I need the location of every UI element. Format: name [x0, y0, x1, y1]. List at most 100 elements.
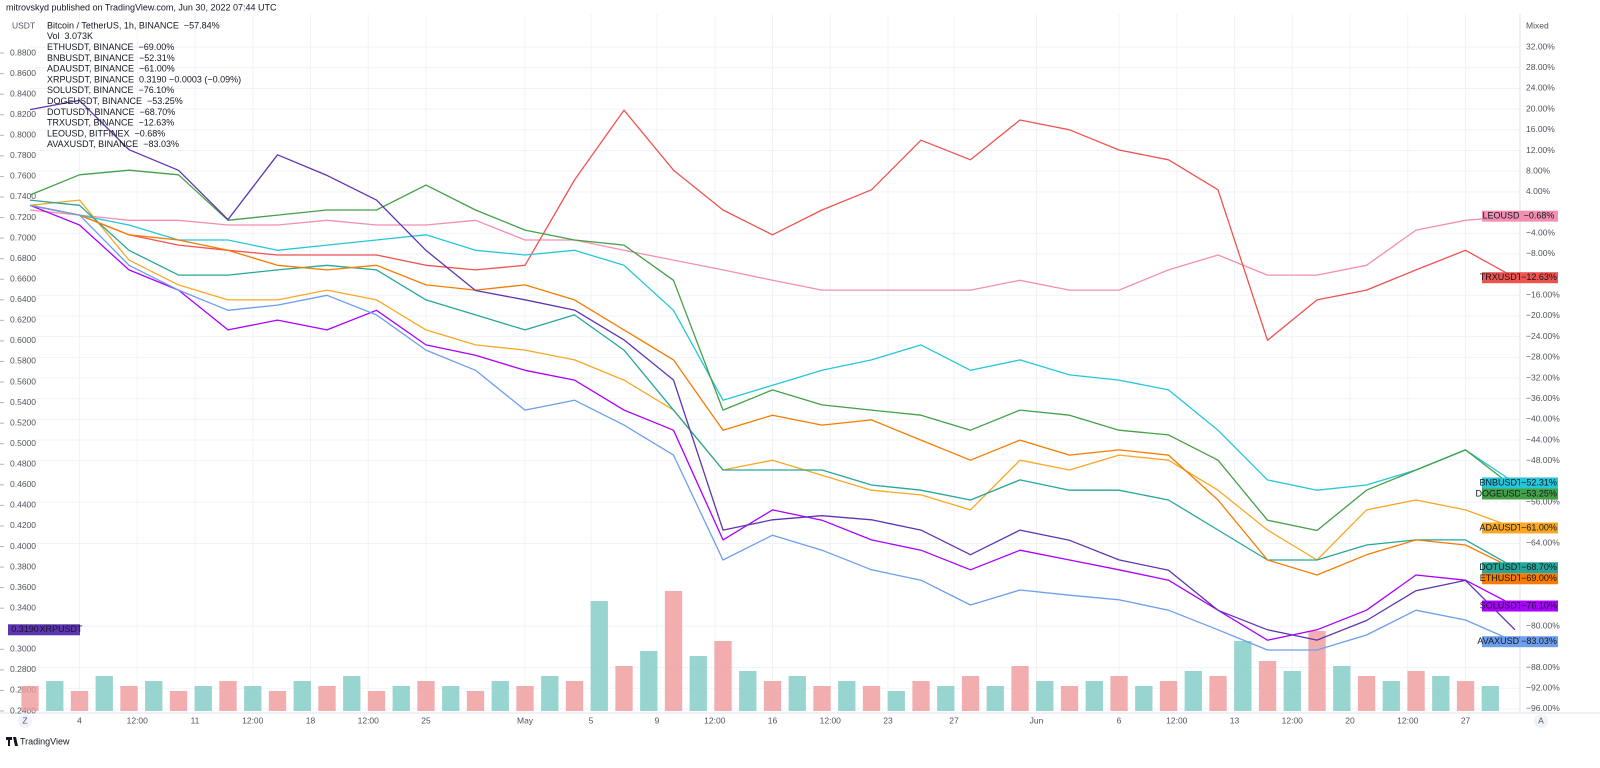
y2-tick-label: 16.00%	[1526, 124, 1555, 134]
auto-button[interactable]: A	[1534, 714, 1548, 728]
volume-bar	[714, 641, 732, 711]
zoom-button-label[interactable]: Z	[22, 715, 27, 725]
y-tick-label: 0.8400	[10, 88, 36, 98]
y2-tick-label: −64.00%	[1526, 538, 1560, 548]
y-tick-label: 0.4200	[10, 520, 36, 530]
y-tick-label: 0.4000	[10, 541, 36, 551]
volume-bar	[1333, 666, 1351, 711]
y-tick-label: 0.6200	[10, 315, 36, 325]
y2-tick-label: −56.00%	[1526, 496, 1560, 506]
volume-bar	[590, 601, 608, 711]
series-tag-value-bg	[8, 624, 42, 636]
series-line	[29, 204, 1516, 576]
zoom-button-bg[interactable]	[18, 714, 32, 728]
volume-bar	[95, 676, 113, 711]
x-tick-label: 6	[1117, 715, 1122, 725]
x-tick-label: 12:00	[127, 715, 149, 725]
volume-bar	[70, 691, 89, 711]
y-tick-label: 0.5800	[10, 356, 36, 366]
volume-bar	[689, 656, 707, 711]
volume-bar	[739, 671, 757, 711]
y-tick-label: 0.6800	[10, 253, 36, 263]
volume-bar	[46, 681, 64, 711]
series-tag-name: DOTUSDT	[1479, 562, 1523, 572]
y2-tick-label: −96.00%	[1526, 703, 1560, 713]
y2-tick-label: −20.00%	[1526, 310, 1560, 320]
series-tag-name: SOLUSDT	[1480, 600, 1523, 610]
series-tag-name: AVAXUSDT	[1477, 636, 1525, 646]
volume-bar	[417, 681, 435, 711]
series-tag-value-bg	[1520, 477, 1558, 489]
y2-tick-label: 12.00%	[1526, 145, 1555, 155]
y-tick-label: 0.7400	[10, 191, 36, 201]
volume-bar	[219, 681, 237, 711]
legend-value: −57.84%	[184, 20, 220, 30]
series-line	[29, 169, 1516, 532]
volume-bar	[442, 686, 460, 711]
series-tag-value: −52.31%	[1521, 477, 1557, 487]
x-tick-label: 18	[306, 715, 316, 725]
series-tag-value-bg	[1520, 562, 1558, 574]
y2-tick-label: 20.00%	[1526, 103, 1555, 113]
y-tick-label: 0.4600	[10, 479, 36, 489]
x-tick-label: 12:00	[242, 715, 264, 725]
volume-bar	[788, 676, 806, 711]
series-line	[29, 199, 1516, 561]
series-tag-value: −68.70%	[1521, 562, 1557, 572]
volume-bar	[1357, 676, 1376, 711]
series-tag-value-bg	[1520, 636, 1558, 648]
y-tick-label: 0.7200	[10, 212, 36, 222]
series-tag-value-bg	[1520, 522, 1558, 534]
x-tick-label: 27	[1461, 715, 1471, 725]
y2-tick-label: −80.00%	[1526, 620, 1560, 630]
series-tag-value: −12.63%	[1521, 272, 1557, 282]
volume-bar	[491, 681, 509, 711]
legend-value: −68.70%	[140, 107, 176, 117]
legend-value: −12.63%	[139, 118, 175, 128]
volume-bar	[1060, 686, 1079, 711]
y2-tick-label: −40.00%	[1526, 414, 1560, 424]
series-tag-value: −61.00%	[1521, 522, 1557, 532]
y2-tick-label: 8.00%	[1526, 165, 1551, 175]
series-tag-name-bg	[1482, 562, 1520, 574]
volume-bar	[1234, 641, 1252, 711]
legend-label: SOLUSDT, BINANCE	[47, 85, 134, 95]
series-tag-name-bg	[1482, 477, 1520, 489]
y-tick-label: 0.4400	[10, 500, 36, 510]
legend-label: ETHUSDT, BINANCE	[47, 42, 134, 52]
x-tick-label: 12:00	[1282, 715, 1304, 725]
volume-bar	[343, 676, 361, 711]
legend-label: DOGEUSDT, BINANCE	[47, 96, 142, 106]
volume-bar	[640, 651, 658, 711]
series-tag-name: DOGEUSDT	[1475, 488, 1527, 498]
y2-tick-label: −48.00%	[1526, 455, 1560, 465]
volume-bar	[367, 691, 386, 711]
y2-tick-label: 28.00%	[1526, 62, 1555, 72]
y-tick-label: 0.8200	[10, 109, 36, 119]
auto-button-bg[interactable]	[1534, 714, 1548, 728]
series-line	[29, 204, 1516, 491]
y-tick-label: 0.8000	[10, 130, 36, 140]
y2-tick-label: −44.00%	[1526, 434, 1560, 444]
x-tick-label: 20	[1345, 715, 1355, 725]
y2-tick-label: −8.00%	[1526, 248, 1556, 258]
series-tag-name: LEOUSD	[1482, 211, 1520, 221]
volume-bar	[664, 591, 683, 711]
series-tag-value: −83.03%	[1521, 636, 1557, 646]
legend-value: 3.073K	[65, 31, 94, 41]
volume-bar	[1011, 666, 1029, 711]
volume-bar	[1308, 631, 1326, 711]
publisher-line: mitrovskyd published on TradingView.com,…	[6, 2, 277, 12]
x-tick-label: 9	[655, 715, 660, 725]
series-line	[29, 204, 1516, 651]
zoom-button[interactable]: Z	[18, 714, 32, 728]
series-tag-name: TRXUSDT	[1480, 272, 1523, 282]
volume-bar	[862, 686, 881, 711]
y-tick-label: 0.5000	[10, 438, 36, 448]
legend-value: −52.31%	[139, 53, 175, 63]
series-tag-name-bg	[1482, 573, 1520, 585]
y2-tick-label: −32.00%	[1526, 372, 1560, 382]
auto-button-label[interactable]: A	[1538, 715, 1544, 725]
